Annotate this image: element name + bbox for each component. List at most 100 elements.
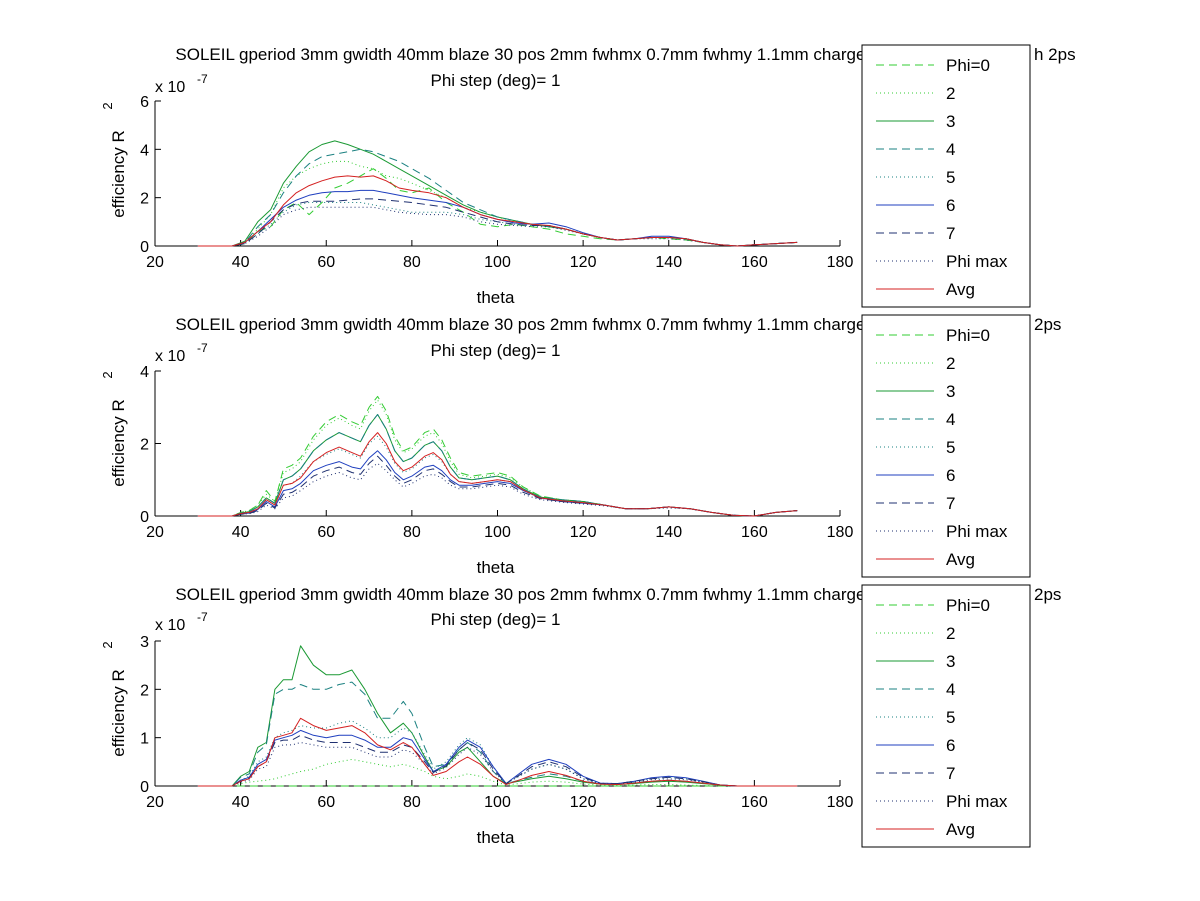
legend-label: Avg bbox=[946, 820, 975, 839]
x-tick-label: 60 bbox=[317, 524, 335, 541]
series-line-7 bbox=[197, 198, 798, 247]
series-line-9 bbox=[197, 175, 798, 247]
x-tick-label: 140 bbox=[655, 254, 682, 271]
x-tick-label: 80 bbox=[403, 524, 421, 541]
x-tick-label: 100 bbox=[484, 254, 511, 271]
series-line-2 bbox=[197, 758, 798, 787]
x-tick-label: 20 bbox=[146, 254, 164, 271]
y-tick-label: 6 bbox=[140, 94, 149, 111]
y-tick-label: 3 bbox=[140, 634, 149, 651]
series-line-1 bbox=[197, 168, 798, 247]
legend-box bbox=[861, 314, 1031, 578]
x-tick-label: 20 bbox=[146, 524, 164, 541]
y-tick-label: 4 bbox=[140, 364, 149, 381]
legend-box bbox=[861, 44, 1031, 308]
x-tick-label: 140 bbox=[655, 524, 682, 541]
axis-exponent-label: x 10 bbox=[155, 348, 185, 365]
chart-title: SOLEIL gperiod 3mm gwidth 40mm blaze 30 … bbox=[175, 585, 879, 604]
x-tick-label: 60 bbox=[317, 794, 335, 811]
series-line-4 bbox=[197, 148, 798, 247]
series-line-9 bbox=[197, 432, 798, 517]
x-tick-label: 40 bbox=[232, 524, 250, 541]
legend-label: Phi=0 bbox=[946, 596, 990, 615]
chart-subtitle: Phi step (deg)= 1 bbox=[431, 71, 561, 90]
legend-label: Avg bbox=[946, 550, 975, 569]
legend-label: 6 bbox=[946, 196, 955, 215]
legend-box bbox=[861, 584, 1031, 848]
chart-title: SOLEIL gperiod 3mm gwidth 40mm blaze 30 … bbox=[175, 315, 879, 334]
legend-label: 2 bbox=[946, 624, 955, 643]
legend-label: 7 bbox=[946, 224, 955, 243]
y-tick-label: 4 bbox=[140, 142, 149, 159]
legend-label: 2 bbox=[946, 84, 955, 103]
x-tick-label: 160 bbox=[741, 524, 768, 541]
legend-label: Phi=0 bbox=[946, 56, 990, 75]
axis-exponent-label: x 10 bbox=[155, 617, 185, 634]
y-axis-label-superscript: 2 bbox=[100, 371, 115, 378]
legend-label: 3 bbox=[946, 652, 955, 671]
legend-label: Phi max bbox=[946, 252, 1008, 271]
axis-exponent-superscript: -7 bbox=[197, 341, 208, 355]
legend: Phi=0 2 3 4 5 6 7 Phi max Avg bbox=[861, 44, 1031, 308]
legend-label: 3 bbox=[946, 382, 955, 401]
legend-label: 4 bbox=[946, 680, 955, 699]
chart-subtitle: Phi step (deg)= 1 bbox=[431, 341, 561, 360]
y-tick-label: 1 bbox=[140, 731, 149, 748]
series-line-8 bbox=[197, 742, 798, 787]
x-axis-label: theta bbox=[477, 558, 515, 577]
x-tick-label: 120 bbox=[570, 794, 597, 811]
legend-label: 6 bbox=[946, 736, 955, 755]
x-tick-label: 60 bbox=[317, 254, 335, 271]
y-axis-label: efficiency R bbox=[109, 130, 128, 218]
series-line-5 bbox=[197, 720, 798, 787]
x-tick-label: 80 bbox=[403, 254, 421, 271]
legend: Phi=0 2 3 4 5 6 7 Phi max Avg bbox=[861, 314, 1031, 578]
series-line-9 bbox=[197, 717, 798, 787]
chart-title: SOLEIL gperiod 3mm gwidth 40mm blaze 30 … bbox=[175, 45, 879, 64]
legend-label: Phi=0 bbox=[946, 326, 990, 345]
legend-label: 2 bbox=[946, 354, 955, 373]
x-tick-label: 140 bbox=[655, 794, 682, 811]
y-tick-label: 0 bbox=[140, 779, 149, 796]
series-line-6 bbox=[197, 729, 798, 787]
subplot-2: SOLEIL gperiod 3mm gwidth 40mm blaze 30 … bbox=[100, 314, 1061, 578]
legend-label: 3 bbox=[946, 112, 955, 131]
x-tick-label: 160 bbox=[741, 794, 768, 811]
y-tick-label: 2 bbox=[140, 437, 149, 454]
x-tick-label: 100 bbox=[484, 524, 511, 541]
legend-label: Phi max bbox=[946, 792, 1008, 811]
legend-label: 7 bbox=[946, 764, 955, 783]
x-tick-label: 180 bbox=[827, 794, 854, 811]
series-line-1 bbox=[197, 395, 798, 517]
chart-subtitle: Phi step (deg)= 1 bbox=[431, 610, 561, 629]
x-tick-label: 20 bbox=[146, 794, 164, 811]
x-tick-label: 180 bbox=[827, 524, 854, 541]
chart-title-tail: 2ps bbox=[1034, 585, 1061, 604]
x-tick-label: 40 bbox=[232, 254, 250, 271]
legend-label: 4 bbox=[946, 140, 955, 159]
x-tick-label: 120 bbox=[570, 254, 597, 271]
x-tick-label: 40 bbox=[232, 794, 250, 811]
legend-label: 4 bbox=[946, 410, 955, 429]
axis-exponent-superscript: -7 bbox=[197, 72, 208, 86]
legend: Phi=0 2 3 4 5 6 7 Phi max Avg bbox=[861, 584, 1031, 848]
x-tick-label: 80 bbox=[403, 794, 421, 811]
y-tick-label: 2 bbox=[140, 682, 149, 699]
legend-label: Avg bbox=[946, 280, 975, 299]
series-line-7 bbox=[197, 734, 798, 787]
legend-label: 7 bbox=[946, 494, 955, 513]
x-tick-label: 120 bbox=[570, 524, 597, 541]
legend-label: 5 bbox=[946, 168, 955, 187]
x-axis-label: theta bbox=[477, 828, 515, 847]
x-tick-label: 160 bbox=[741, 254, 768, 271]
y-tick-label: 0 bbox=[140, 239, 149, 256]
legend-label: 5 bbox=[946, 438, 955, 457]
x-tick-label: 100 bbox=[484, 794, 511, 811]
y-axis-label: efficiency R bbox=[109, 399, 128, 487]
axis-exponent-label: x 10 bbox=[155, 79, 185, 96]
y-tick-label: 0 bbox=[140, 509, 149, 526]
y-axis-label-superscript: 2 bbox=[100, 102, 115, 109]
chart-title-tail: 2ps bbox=[1034, 315, 1061, 334]
legend-label: 5 bbox=[946, 708, 955, 727]
